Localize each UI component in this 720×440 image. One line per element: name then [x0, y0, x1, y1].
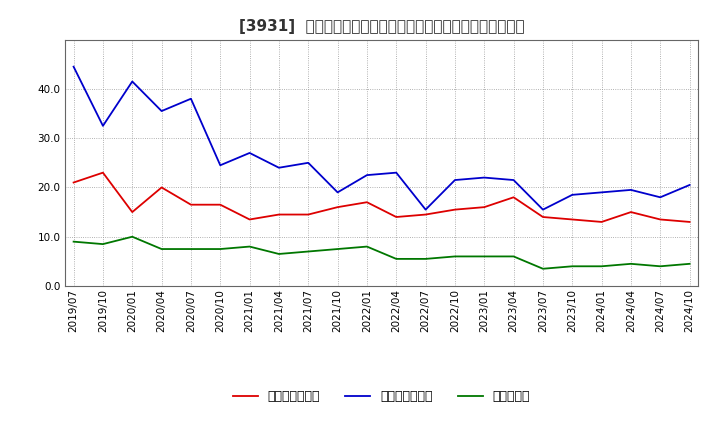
在庫回転率 [128, 234, 137, 239]
在庫回転率 [186, 246, 195, 252]
売上債権回転率 [656, 217, 665, 222]
在庫回転率 [656, 264, 665, 269]
買入債務回転率 [157, 108, 166, 114]
在庫回転率 [685, 261, 694, 267]
売上債権回転率 [451, 207, 459, 212]
買入債務回転率 [363, 172, 372, 178]
在庫回転率 [480, 254, 489, 259]
Line: 売上債権回転率: 売上債権回転率 [73, 172, 690, 222]
売上債権回転率 [99, 170, 107, 175]
買入債務回転率 [333, 190, 342, 195]
在庫回転率 [451, 254, 459, 259]
売上債権回転率 [216, 202, 225, 207]
在庫回転率 [598, 264, 606, 269]
売上債権回転率 [363, 200, 372, 205]
売上債権回転率 [333, 205, 342, 210]
買入債務回転率 [451, 177, 459, 183]
買入債務回転率 [69, 64, 78, 70]
買入債務回転率 [274, 165, 283, 170]
売上債権回転率 [274, 212, 283, 217]
在庫回転率 [626, 261, 635, 267]
買入債務回転率 [539, 207, 547, 212]
在庫回転率 [69, 239, 78, 244]
買入債務回転率 [392, 170, 400, 175]
売上債権回転率 [421, 212, 430, 217]
売上債権回転率 [157, 185, 166, 190]
在庫回転率 [99, 242, 107, 247]
売上債権回転率 [509, 194, 518, 200]
在庫回転率 [246, 244, 254, 249]
在庫回転率 [509, 254, 518, 259]
買入債務回転率 [186, 96, 195, 101]
買入債務回転率 [304, 160, 312, 165]
買入債務回転率 [216, 163, 225, 168]
買入債務回転率 [568, 192, 577, 198]
在庫回転率 [539, 266, 547, 271]
売上債権回転率 [246, 217, 254, 222]
買入債務回転率 [598, 190, 606, 195]
買入債務回転率 [128, 79, 137, 84]
在庫回転率 [274, 251, 283, 257]
在庫回転率 [333, 246, 342, 252]
在庫回転率 [304, 249, 312, 254]
売上債権回転率 [598, 219, 606, 224]
在庫回転率 [216, 246, 225, 252]
買入債務回転率 [626, 187, 635, 193]
売上債権回転率 [480, 205, 489, 210]
在庫回転率 [363, 244, 372, 249]
買入債務回転率 [99, 123, 107, 128]
買入債務回転率 [246, 150, 254, 156]
Line: 在庫回転率: 在庫回転率 [73, 237, 690, 269]
買入債務回転率 [421, 207, 430, 212]
売上債権回転率 [568, 217, 577, 222]
Line: 買入債務回転率: 買入債務回転率 [73, 67, 690, 209]
売上債権回転率 [304, 212, 312, 217]
在庫回転率 [568, 264, 577, 269]
売上債権回転率 [186, 202, 195, 207]
Legend: 売上債権回転率, 買入債務回転率, 在庫回転率: 売上債権回転率, 買入債務回転率, 在庫回転率 [228, 385, 536, 408]
売上債権回転率 [69, 180, 78, 185]
売上債権回転率 [539, 214, 547, 220]
買入債務回転率 [480, 175, 489, 180]
Title: [3931]  売上債権回転率、買入債務回転率、在庫回転率の推移: [3931] 売上債権回転率、買入債務回転率、在庫回転率の推移 [239, 19, 524, 34]
売上債権回転率 [128, 209, 137, 215]
買入債務回転率 [685, 182, 694, 187]
売上債権回転率 [392, 214, 400, 220]
買入債務回転率 [509, 177, 518, 183]
在庫回転率 [421, 256, 430, 261]
在庫回転率 [392, 256, 400, 261]
売上債権回転率 [626, 209, 635, 215]
買入債務回転率 [656, 194, 665, 200]
在庫回転率 [157, 246, 166, 252]
売上債権回転率 [685, 219, 694, 224]
